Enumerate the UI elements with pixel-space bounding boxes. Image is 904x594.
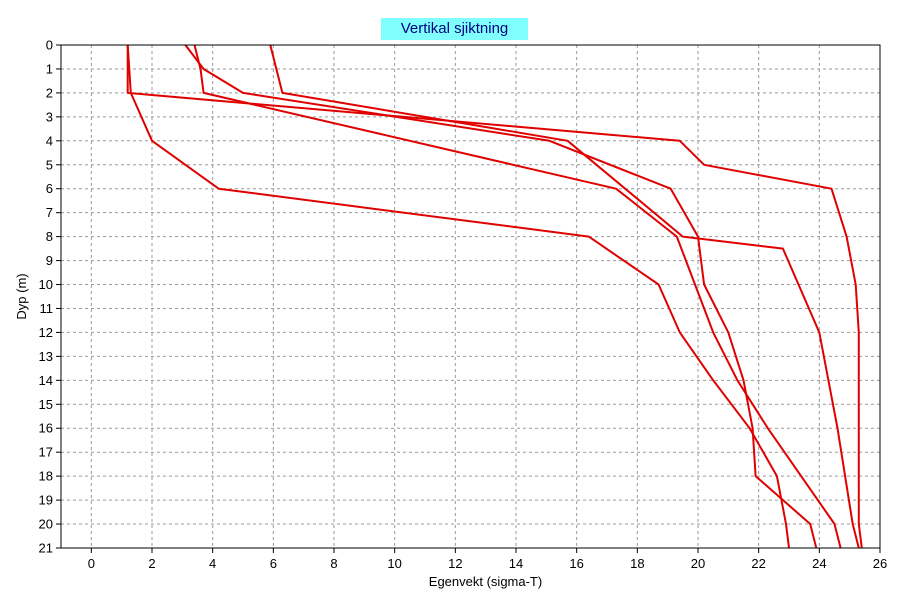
y-tick-label: 21 <box>39 541 53 556</box>
y-tick-label: 11 <box>40 301 54 316</box>
x-tick-label: 8 <box>330 556 337 571</box>
y-axis-label: Dyp (m) <box>14 273 29 319</box>
y-tick-label: 15 <box>39 397 53 412</box>
y-tick-label: 2 <box>46 85 53 100</box>
x-tick-label: 20 <box>691 556 705 571</box>
y-tick-label: 5 <box>46 157 53 172</box>
y-tick-label: 16 <box>39 421 53 436</box>
plot-frame <box>60 44 881 549</box>
x-tick-label: 24 <box>812 556 826 571</box>
series-line-1 <box>126 44 790 549</box>
y-tick-label: 6 <box>46 181 53 196</box>
y-tick-label: 4 <box>46 133 53 148</box>
x-axis-label: Egenvekt (sigma-T) <box>429 574 542 589</box>
y-tick-label: 7 <box>46 205 53 220</box>
x-tick-label: 26 <box>873 556 887 571</box>
x-tick-label: 10 <box>387 556 401 571</box>
y-tick-label: 20 <box>39 517 53 532</box>
y-tick-label: 18 <box>39 469 53 484</box>
y-tick-label: 13 <box>39 349 53 364</box>
x-tick-label: 16 <box>569 556 583 571</box>
ticks: 0 2 4 6 8 10 12 14 16 18 20 22 24 2601234567891011121… <box>39 38 888 572</box>
grid <box>61 44 881 549</box>
x-tick-label: 22 <box>751 556 765 571</box>
x-tick-label: 4 <box>209 556 216 571</box>
x-tick-label: 12 <box>448 556 462 571</box>
x-tick-label: 6 <box>270 556 277 571</box>
y-tick-label: 3 <box>46 109 53 124</box>
series-group <box>126 44 863 549</box>
y-tick-label: 14 <box>39 373 53 388</box>
y-tick-label: 0 <box>46 38 53 53</box>
x-tick-label: 2 <box>148 556 155 571</box>
y-tick-label: 12 <box>39 325 53 340</box>
chart-title: Vertikal sjiktning <box>381 18 528 40</box>
y-tick-label: 8 <box>46 229 53 244</box>
y-tick-label: 9 <box>46 253 53 268</box>
series-line-3 <box>184 44 818 549</box>
series-line-2 <box>126 45 863 549</box>
y-tick-label: 1 <box>46 61 53 76</box>
series-line-4 <box>193 44 842 549</box>
y-tick-label: 10 <box>39 277 53 292</box>
x-tick-label: 0 <box>88 556 95 571</box>
y-tick-label: 17 <box>39 445 53 460</box>
x-tick-label: 14 <box>509 556 523 571</box>
x-tick-label: 18 <box>630 556 644 571</box>
series-line-5 <box>269 44 860 549</box>
y-tick-label: 19 <box>39 493 53 508</box>
